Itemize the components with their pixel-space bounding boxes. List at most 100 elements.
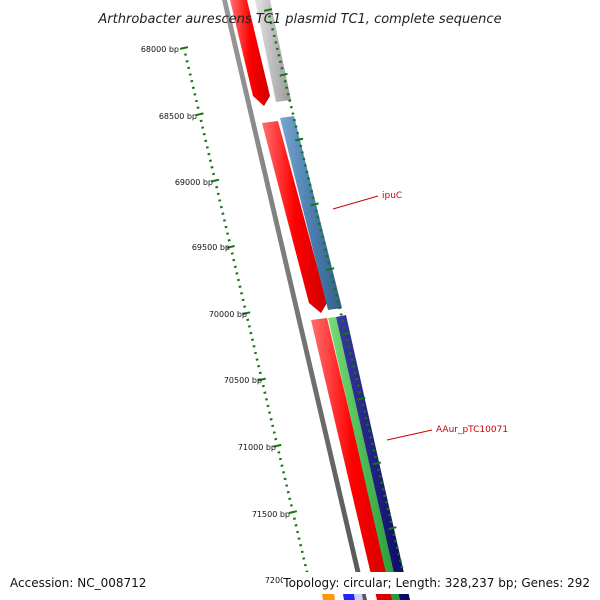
outer-ruler-minor-tick <box>288 99 292 102</box>
inner-ruler-minor-tick <box>238 285 242 288</box>
backbone-strand <box>222 0 367 600</box>
inner-ruler-minor-tick <box>250 338 254 341</box>
inner-ruler-minor-tick <box>266 404 270 408</box>
outer-ruler-minor-tick <box>392 533 396 536</box>
gene-arrow-grey[interactable] <box>255 0 291 102</box>
inner-ruler-minor-tick <box>263 391 267 394</box>
inner-ruler-minor-tick <box>302 557 306 560</box>
gene-arrow-ipuC[interactable] <box>280 116 342 310</box>
inner-ruler-minor-tick <box>297 537 301 540</box>
outer-ruler-minor-tick <box>384 501 388 504</box>
outer-ruler-minor-tick <box>400 565 404 569</box>
outer-ruler-minor-tick <box>319 228 323 232</box>
tick-label-69500: 69500 bp <box>192 243 230 252</box>
gene-arrow-orange[interactable] <box>322 594 335 600</box>
inner-ruler-minor-tick <box>277 451 281 454</box>
inner-ruler-minor-tick <box>204 139 208 143</box>
outer-ruler-minor-tick <box>363 410 367 413</box>
outer-ruler-minor-tick <box>369 436 373 439</box>
outer-ruler-minor-tick <box>378 475 382 478</box>
inner-ruler-minor-tick <box>249 331 253 335</box>
inner-ruler-minor-tick <box>278 457 282 461</box>
inner-ruler-minor-tick <box>246 318 250 322</box>
tick-label-68500: 68500 bp <box>159 112 197 121</box>
outer-ruler-minor-tick <box>361 403 365 407</box>
gene-arrow-red-2[interactable] <box>262 121 327 313</box>
inner-ruler-minor-tick <box>187 66 191 70</box>
outer-ruler-minor-tick <box>347 345 351 349</box>
inner-ruler-minor-tick <box>196 106 200 109</box>
gene-arrow-red-1[interactable] <box>230 0 270 106</box>
outer-ruler-minor-tick <box>320 235 325 238</box>
outer-ruler-minor-tick <box>380 481 384 485</box>
inner-ruler-minor-tick <box>299 543 303 547</box>
outer-ruler-minor-tick <box>275 47 279 51</box>
outer-ruler-minor-tick <box>269 21 273 25</box>
map-title: Arthrobacter aurescens TC1 plasmid TC1, … <box>97 12 501 27</box>
outer-ruler-minor-tick <box>316 216 320 219</box>
outer-ruler-minor-tick <box>331 280 335 284</box>
outer-ruler-minor-tick <box>303 164 307 167</box>
outer-ruler-minor-tick <box>386 507 390 511</box>
outer-ruler-minor-tick <box>338 306 342 310</box>
gene-arrow-green[interactable] <box>328 317 400 600</box>
outer-ruler-minor-tick <box>398 559 402 562</box>
outer-ruler-minor-tick <box>356 384 360 387</box>
inner-ruler-minor-tick <box>212 172 216 176</box>
outer-ruler-minor-tick <box>377 468 381 472</box>
outer-ruler-minor-tick <box>286 92 290 96</box>
outer-ruler-major-tick <box>279 72 288 77</box>
outer-ruler-minor-tick <box>305 170 309 174</box>
tick-label-69000: 69000 bp <box>175 178 213 187</box>
outer-ruler-minor-tick <box>336 300 340 303</box>
inner-ruler-major-tick <box>288 510 298 514</box>
inner-ruler-minor-tick <box>269 418 273 421</box>
outer-ruler-minor-tick <box>314 209 318 213</box>
ruler-ticks-outer <box>263 8 407 582</box>
outer-ruler-minor-tick <box>366 423 370 426</box>
outer-ruler-minor-tick <box>389 520 393 523</box>
inner-ruler-minor-tick <box>185 60 189 63</box>
gene-arrow-red-3[interactable] <box>311 318 394 600</box>
inner-ruler-minor-tick <box>202 132 206 136</box>
inner-ruler-minor-tick <box>292 517 296 520</box>
outer-ruler-minor-tick <box>348 352 353 355</box>
outer-ruler-major-tick <box>294 137 304 142</box>
inner-ruler-minor-tick <box>226 232 230 235</box>
inner-ruler-minor-tick <box>247 325 251 328</box>
inner-ruler-minor-tick <box>207 152 211 156</box>
outer-ruler-minor-tick <box>302 157 306 161</box>
outer-ruler-minor-tick <box>274 41 278 44</box>
outer-ruler-minor-tick <box>350 358 354 362</box>
outer-ruler-major-tick <box>310 202 319 207</box>
outer-ruler-minor-tick <box>397 552 401 556</box>
outer-ruler-minor-tick <box>324 248 328 251</box>
inner-ruler-minor-tick <box>289 504 293 507</box>
inner-ruler-major-tick <box>210 178 220 183</box>
inner-ruler-minor-tick <box>235 272 239 275</box>
outer-ruler-minor-tick <box>370 442 374 446</box>
inner-ruler-minor-tick <box>268 411 272 414</box>
outer-ruler-major-tick <box>326 267 335 271</box>
inner-ruler-minor-tick <box>258 371 262 375</box>
inner-ruler-major-tick <box>257 377 266 382</box>
inner-ruler-minor-tick <box>252 345 256 348</box>
gene-callout-line-ipuC <box>332 195 379 210</box>
inner-ruler-minor-tick <box>233 265 237 269</box>
inner-ruler-minor-tick <box>305 570 309 573</box>
outer-ruler-minor-tick <box>330 274 334 277</box>
inner-ruler-minor-tick <box>261 384 265 388</box>
outer-ruler-minor-tick <box>277 54 281 57</box>
inner-ruler-minor-tick <box>191 86 195 90</box>
ruler-ticks-inner <box>179 46 313 587</box>
gene-label-ipuC[interactable]: ipuC <box>382 191 402 201</box>
inner-ruler-minor-tick <box>285 484 289 487</box>
inner-ruler-minor-tick <box>254 351 258 355</box>
outer-ruler-minor-tick <box>299 144 303 148</box>
gene-label-AAur_pTC10071[interactable]: AAur_pTC10071 <box>436 425 508 435</box>
gene-callout-line-AAur_pTC10071 <box>386 429 433 441</box>
outer-ruler-minor-tick <box>372 449 376 452</box>
outer-ruler-minor-tick <box>296 131 300 135</box>
inner-ruler-major-tick <box>273 443 282 448</box>
